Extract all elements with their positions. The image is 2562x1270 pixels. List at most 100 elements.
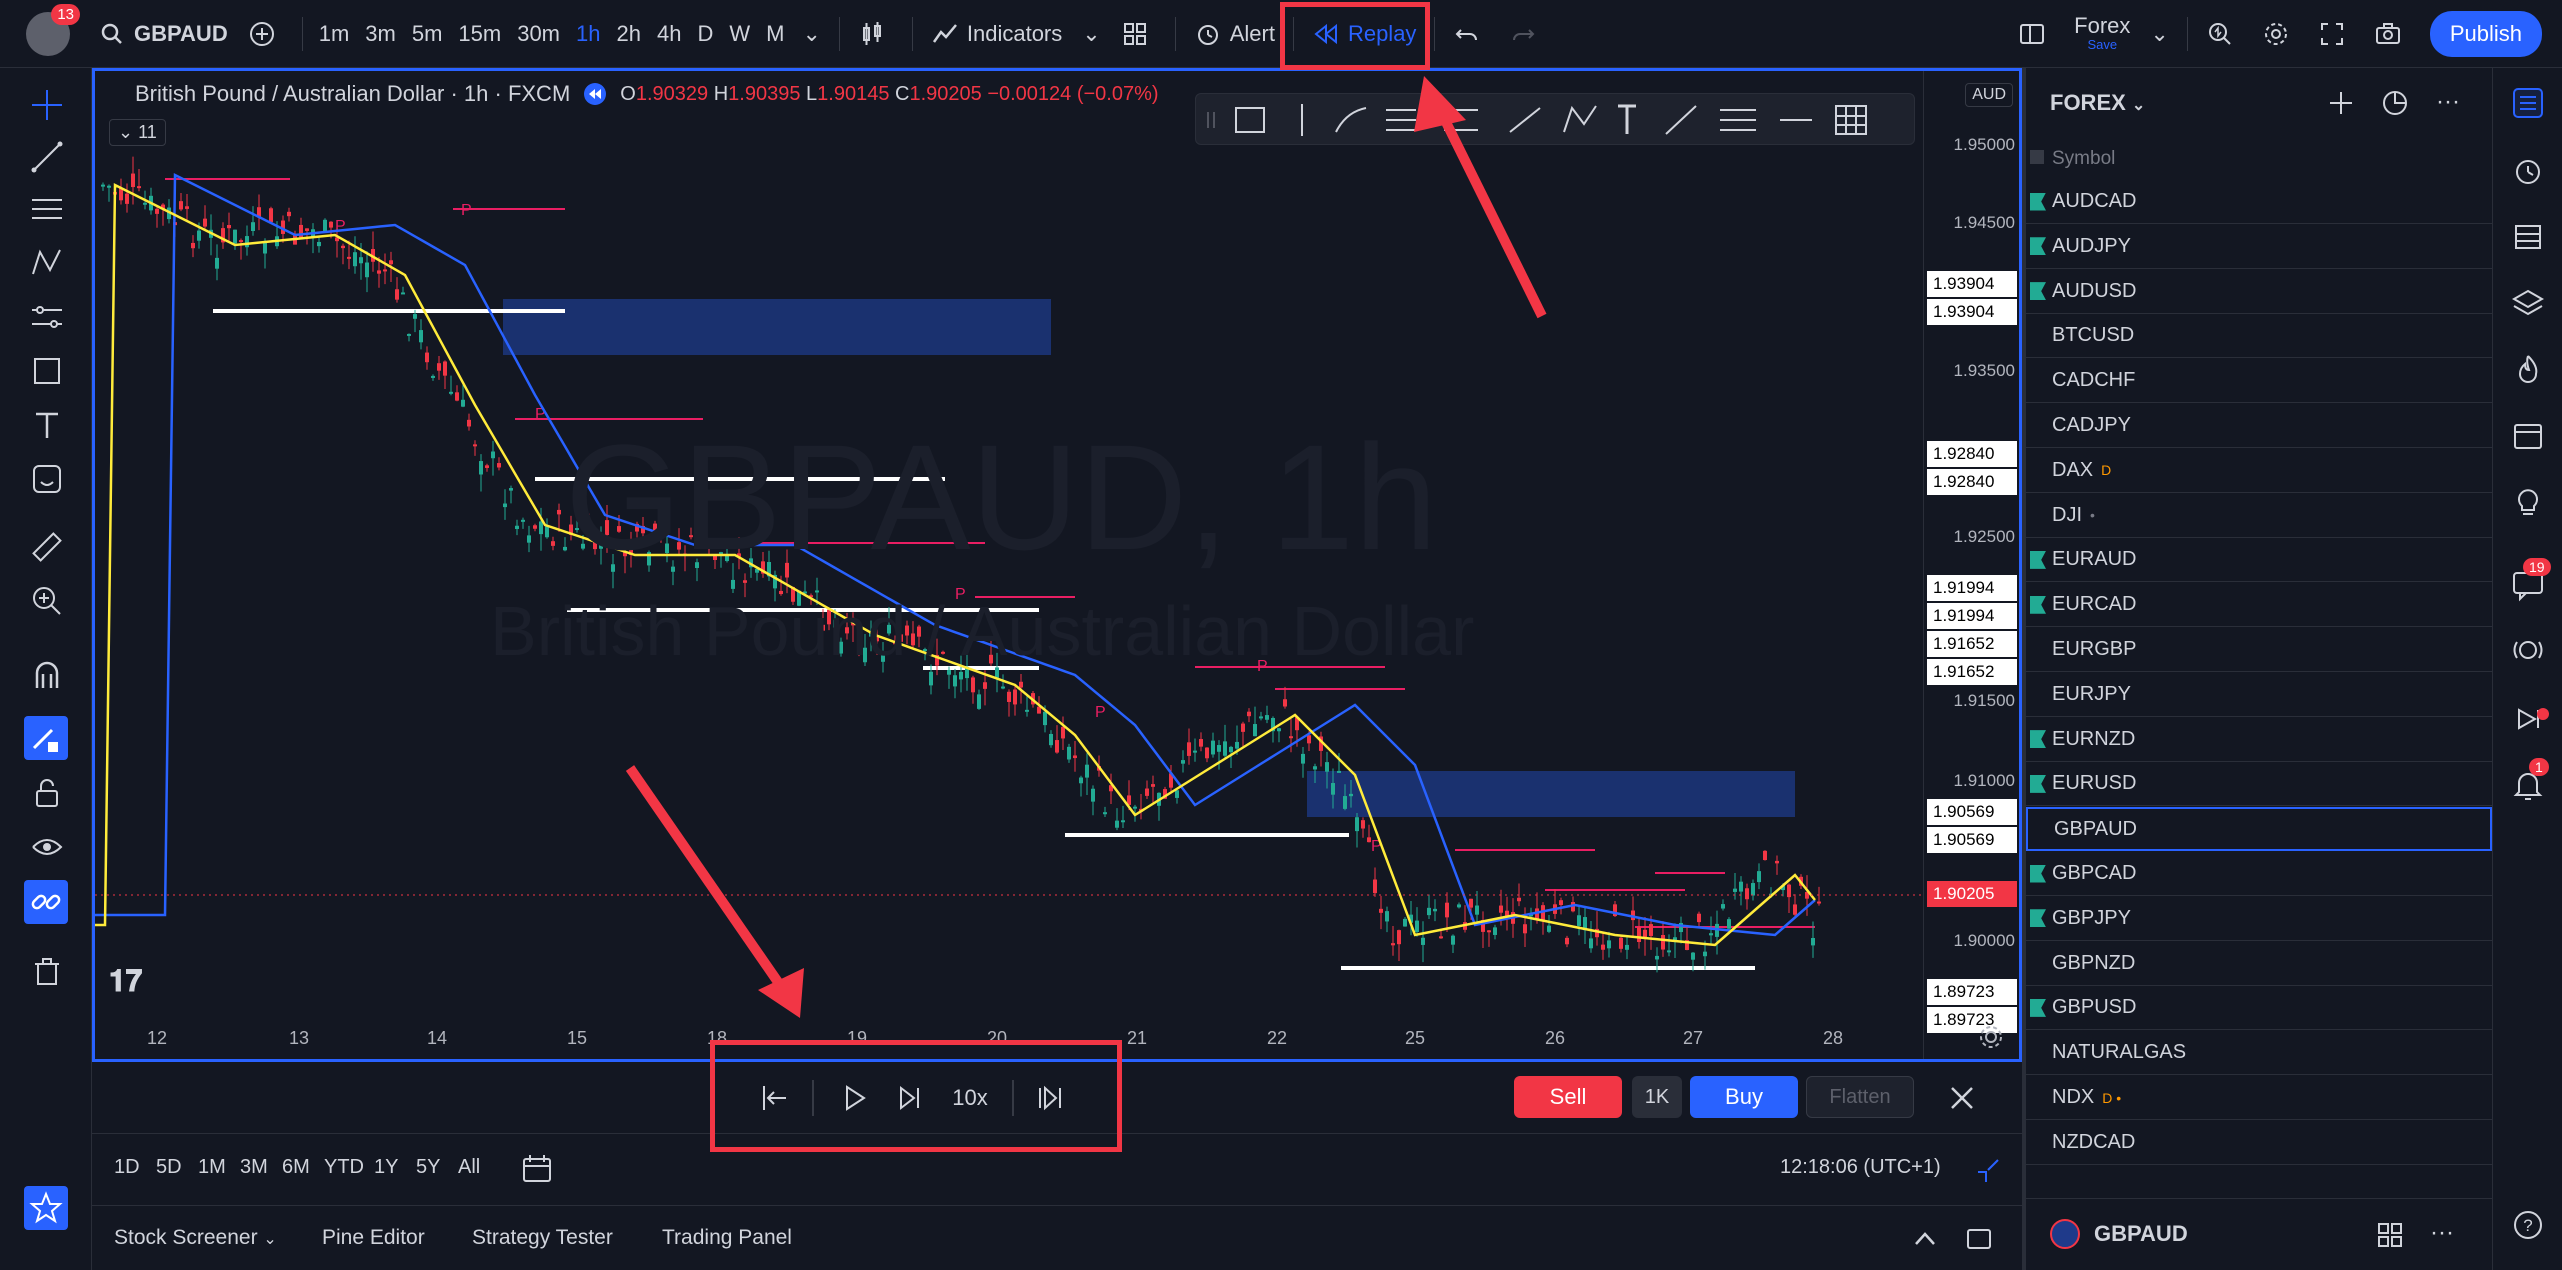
range-1m[interactable]: 1M (198, 1156, 226, 1178)
prediction-icon[interactable] (30, 300, 64, 334)
flame-icon[interactable] (2511, 352, 2545, 386)
range-6m[interactable]: 6M (282, 1156, 310, 1178)
watchlist-item[interactable]: NZDCAD (2026, 1121, 2492, 1165)
quantity-button[interactable]: 1K (1632, 1076, 1682, 1118)
emoji-icon[interactable] (30, 462, 64, 496)
text-icon[interactable] (30, 408, 64, 442)
watchlist-item[interactable]: CADJPY (2026, 404, 2492, 448)
range-ytd[interactable]: YTD (324, 1156, 364, 1178)
bell-icon[interactable] (2511, 768, 2545, 802)
watchlist-item[interactable]: CADCHF (2026, 359, 2492, 404)
jump-to-realtime-icon[interactable] (1032, 1080, 1068, 1116)
symbol-search[interactable]: GBPAUD (88, 0, 238, 68)
watchlist-item[interactable]: AUDJPY (2026, 225, 2492, 269)
add-symbol-icon[interactable] (2326, 88, 2356, 118)
interval-3m[interactable]: 3m (365, 20, 396, 46)
stay-drawing-button[interactable] (24, 716, 68, 760)
publish-button[interactable]: Publish (2429, 10, 2542, 57)
zoom-icon[interactable] (30, 584, 64, 618)
interval-dropdown[interactable]: ⌄ (802, 20, 821, 46)
axis-settings-icon[interactable] (1977, 1023, 2005, 1051)
study-toggle-button[interactable]: ⌄ 11 (109, 119, 166, 146)
lock-icon[interactable] (30, 776, 64, 810)
watchlist-item[interactable]: EURJPY (2026, 673, 2492, 717)
tab-pine-editor[interactable]: Pine Editor (322, 1226, 425, 1249)
interval-1h[interactable]: 1h (576, 20, 601, 46)
step-forward-icon[interactable] (892, 1080, 928, 1116)
quick-search-button[interactable] (2196, 0, 2252, 68)
chart-type-button[interactable] (848, 0, 904, 68)
compare-button[interactable] (238, 0, 294, 68)
watchlist-item[interactable]: DAX D (2026, 449, 2492, 493)
watchlist-item[interactable]: EURNZD (2026, 718, 2492, 762)
grid-icon[interactable] (2376, 1221, 2404, 1249)
snapshot-button[interactable] (2364, 0, 2420, 68)
user-avatar[interactable]: 13 (26, 3, 80, 56)
price-chart[interactable]: P P P P P P P (95, 71, 1923, 1059)
column-header-symbol[interactable]: Symbol (2052, 148, 2116, 169)
templates-button[interactable] (1111, 0, 1167, 68)
ruler-icon[interactable] (30, 530, 64, 564)
watchlist-item[interactable]: EURGBP (2026, 628, 2492, 672)
advanced-view-icon[interactable] (2380, 88, 2410, 118)
watchlist-item[interactable]: NATURALGAS (2026, 1031, 2492, 1076)
trash-icon[interactable] (30, 954, 64, 988)
play-icon[interactable] (836, 1080, 872, 1116)
watchlist-item[interactable]: AUDUSD (2026, 270, 2492, 314)
flatten-button[interactable]: Flatten (1806, 1076, 1914, 1118)
tab-stock-screener[interactable]: Stock Screener ⌄ (114, 1226, 277, 1249)
redo-button[interactable] (1499, 0, 1555, 68)
speed-button[interactable]: 10x (952, 1085, 988, 1110)
symbol-title[interactable]: British Pound / Australian Dollar · 1h ·… (135, 81, 571, 106)
close-icon[interactable] (1944, 1080, 1980, 1116)
chevron-up-icon[interactable] (1910, 1224, 1940, 1254)
interval-w[interactable]: W (729, 20, 751, 46)
range-1y[interactable]: 1Y (374, 1156, 399, 1178)
watchlist-item[interactable]: EURAUD (2026, 538, 2492, 583)
watchlist-icon[interactable] (2511, 86, 2545, 120)
interval-5m[interactable]: 5m (411, 20, 443, 46)
watchlist-item[interactable]: EURUSD (2026, 762, 2492, 807)
fullscreen-button[interactable] (2308, 0, 2364, 68)
watchlist-item[interactable]: EURCAD (2026, 583, 2492, 628)
time-axis[interactable]: 12 13 14 15 18 19 20 21 22 25 26 27 28 (95, 1017, 1927, 1059)
lightbulb-icon[interactable] (2511, 484, 2545, 518)
watchlist-title[interactable]: FOREX ⌄ (2050, 90, 2146, 115)
crosshair-icon[interactable] (30, 88, 64, 122)
select-bar-icon[interactable] (756, 1080, 792, 1116)
settings-button[interactable] (2252, 0, 2308, 68)
maximize-panel-icon[interactable] (1964, 1224, 1994, 1254)
layout-dropdown[interactable]: ⌄ (2150, 20, 2169, 46)
watchlist-item[interactable]: BTCUSD (2026, 314, 2492, 359)
interval-2h[interactable]: 2h (616, 20, 641, 46)
price-axis[interactable]: AUD 1.95000 1.94500 1.93500 1.92500 1.91500 1… (1923, 71, 2019, 1059)
clock[interactable]: 12:18:06 (UTC+1) (1780, 1156, 1941, 1178)
range-5d[interactable]: 5D (156, 1156, 182, 1178)
watchlist-item[interactable]: GBPJPY (2026, 897, 2492, 941)
range-1d[interactable]: 1D (114, 1156, 140, 1178)
watchlist-item[interactable]: AUDCAD (2026, 180, 2492, 224)
interval-m[interactable]: M (766, 20, 785, 46)
replay-button[interactable]: Replay (1302, 0, 1426, 68)
data-window-icon[interactable] (2511, 220, 2545, 254)
currency-selector[interactable]: AUD (1965, 83, 2013, 107)
watchlist-item[interactable]: GBPNZD (2026, 942, 2492, 986)
magnet-icon[interactable] (30, 658, 64, 692)
pattern-icon[interactable] (30, 246, 64, 280)
range-3m[interactable]: 3M (240, 1156, 268, 1178)
alert-button[interactable]: Alert (1184, 0, 1285, 68)
layout-toggle-button[interactable] (2008, 0, 2064, 68)
tab-strategy-tester[interactable]: Strategy Tester (472, 1226, 613, 1249)
interval-d[interactable]: D (697, 20, 714, 46)
footer-symbol[interactable]: GBPAUD (2094, 1221, 2188, 1246)
scale-toggle-icon[interactable] (1972, 1156, 2002, 1186)
eye-icon[interactable] (30, 830, 64, 864)
help-icon[interactable]: ? (2511, 1208, 2545, 1242)
tv-logo[interactable]: 𝟏𝟕 (109, 965, 143, 998)
chart-pane[interactable]: P P P P P P P GBPAUD, 1h British Pound / Austr… (92, 68, 2022, 1062)
watchlist-item[interactable]: DJI • (2026, 494, 2492, 538)
drawing-tools-icons[interactable] (1196, 94, 1916, 146)
layers-icon[interactable] (2511, 286, 2545, 320)
undo-button[interactable] (1443, 0, 1499, 68)
buy-button[interactable]: Buy (1690, 1076, 1798, 1118)
